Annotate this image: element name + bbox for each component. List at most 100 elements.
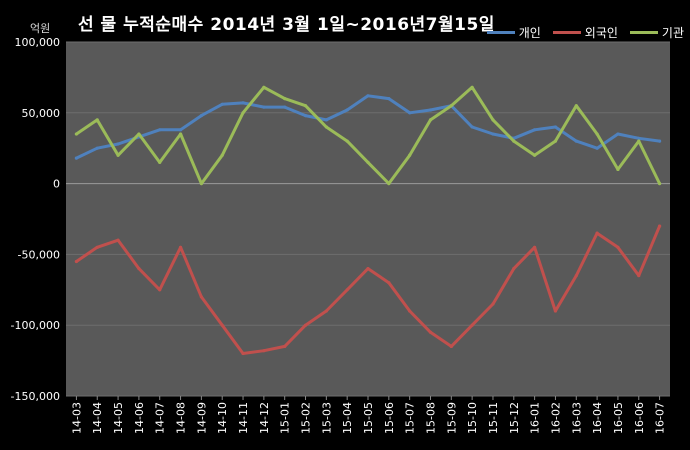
x-tick-label: 15-10 (466, 402, 479, 434)
data-point (387, 281, 391, 285)
data-point (533, 128, 537, 132)
x-tick-label: 15-04 (341, 402, 354, 434)
data-point (408, 111, 412, 115)
data-point (533, 245, 537, 249)
data-point (345, 288, 349, 292)
data-point (553, 139, 558, 143)
x-tick-label: 16-05 (612, 402, 625, 434)
data-point (345, 139, 349, 143)
data-point (470, 323, 474, 327)
data-point (303, 323, 308, 327)
data-point (616, 132, 620, 136)
x-tick-label: 14-03 (70, 402, 83, 434)
x-tick-label: 15-09 (445, 402, 458, 434)
data-point (303, 114, 308, 118)
x-tick-label: 15-11 (487, 402, 500, 434)
data-point (491, 302, 495, 306)
x-tick-label: 14-07 (154, 402, 167, 434)
x-tick-label: 16-04 (591, 402, 604, 434)
x-tick-label: 14-10 (216, 402, 229, 434)
data-point (491, 132, 495, 136)
data-point (428, 108, 433, 112)
y-tick-label: 100,000 (15, 36, 61, 49)
data-point (366, 266, 370, 271)
chart-title: 선 물 누적순매수 2014년 3월 1일~2016년7월15일 (78, 15, 495, 35)
data-point (241, 101, 245, 105)
data-point (428, 330, 433, 334)
x-tick-label: 15-01 (279, 402, 292, 434)
x-tick-label: 15-12 (508, 402, 521, 434)
x-tick-label: 15-06 (383, 402, 396, 434)
y-tick-label: 0 (53, 178, 60, 191)
data-point (262, 105, 266, 109)
data-point (178, 128, 183, 132)
legend: 개인 외국인 기관 (486, 24, 684, 41)
data-point (657, 182, 662, 186)
data-point (512, 266, 516, 271)
data-point (241, 351, 245, 356)
data-point (199, 295, 203, 299)
data-point (553, 309, 558, 313)
x-tick-label: 14-08 (175, 402, 188, 434)
x-tick-label: 14-09 (195, 402, 208, 434)
x-tick-label: 16-03 (570, 402, 583, 434)
data-point (345, 108, 349, 112)
plot-area (66, 42, 670, 396)
data-point (574, 104, 578, 108)
x-tick-label: 16-01 (529, 402, 542, 434)
data-point (178, 245, 183, 249)
legend-label-individual: 개인 (518, 26, 541, 40)
x-tick-label: 14-06 (133, 402, 146, 434)
data-point (220, 153, 224, 157)
data-point (470, 85, 474, 89)
data-point (116, 238, 120, 242)
data-point (408, 153, 412, 157)
data-point (595, 146, 599, 150)
data-point (387, 182, 391, 186)
data-point (220, 102, 224, 106)
data-point (158, 160, 162, 164)
x-tick-label: 16-07 (654, 402, 667, 434)
data-point (199, 182, 203, 186)
data-point (199, 114, 203, 118)
data-point (428, 118, 433, 122)
data-point (137, 266, 141, 271)
data-point (533, 153, 537, 157)
legend-swatch-individual (486, 31, 515, 34)
data-point (95, 146, 99, 150)
data-point (95, 245, 99, 249)
data-point (283, 97, 287, 101)
legend-item-institution: 기관 (629, 24, 684, 41)
x-tick-label: 15-07 (404, 402, 417, 434)
x-tick-label: 15-03 (320, 402, 333, 434)
data-point (449, 344, 453, 349)
x-tick-label: 14-04 (91, 402, 104, 434)
x-tick-label: 15-05 (362, 402, 375, 434)
y-tick-label: -100,000 (11, 319, 60, 332)
data-point (616, 167, 620, 172)
data-point (178, 132, 183, 136)
data-point (657, 139, 662, 143)
data-point (95, 118, 99, 122)
legend-item-individual: 개인 (486, 24, 541, 41)
data-point (158, 128, 162, 132)
data-point (574, 274, 578, 278)
data-point (408, 309, 412, 313)
data-point (387, 97, 391, 101)
data-point (595, 132, 599, 136)
data-point (116, 153, 120, 157)
data-point (491, 118, 495, 122)
data-point (220, 323, 224, 327)
data-point (574, 139, 578, 143)
data-point (283, 105, 287, 109)
data-point (262, 349, 266, 353)
data-point (637, 274, 641, 278)
data-point (283, 344, 287, 349)
x-tick-label: 14-11 (237, 402, 250, 434)
data-point (74, 259, 79, 264)
data-point (470, 125, 474, 129)
legend-swatch-foreign (552, 31, 581, 34)
data-point (324, 118, 328, 122)
x-tick-label: 16-02 (549, 402, 562, 434)
